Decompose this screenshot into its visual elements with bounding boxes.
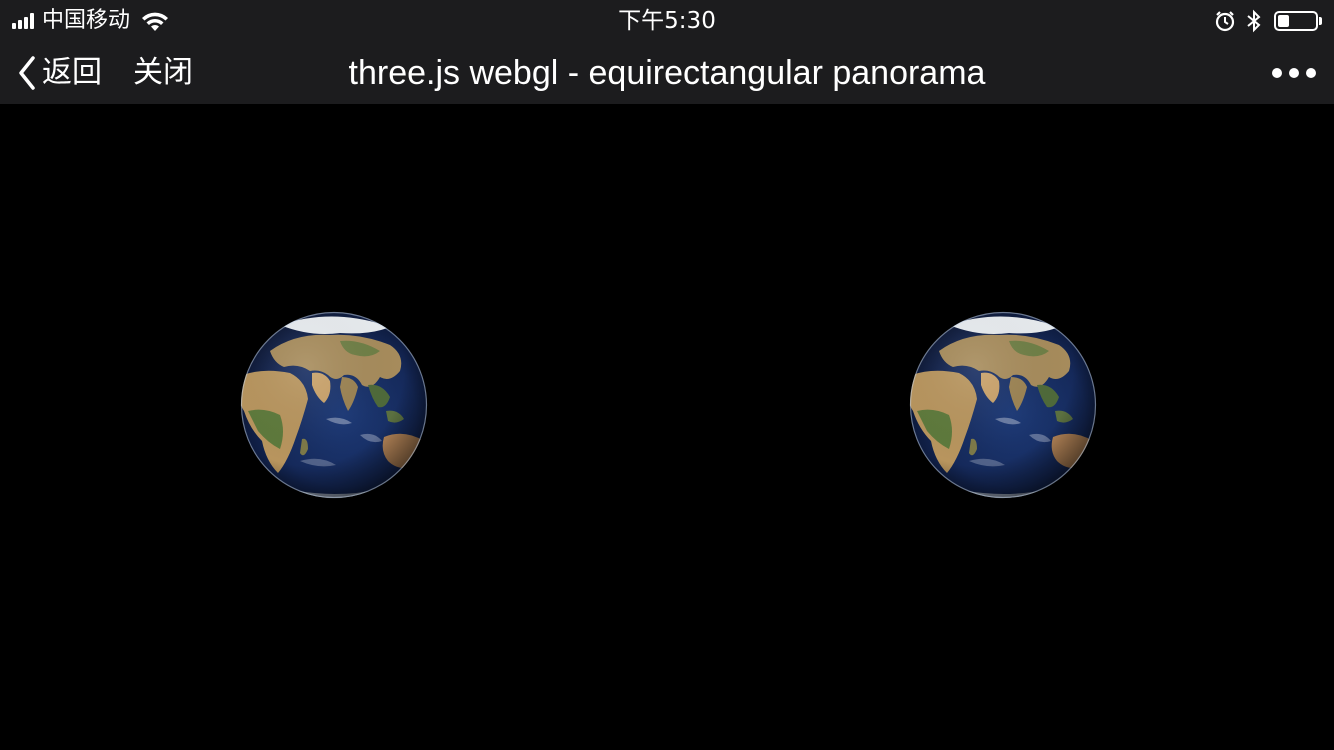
status-right	[1214, 0, 1322, 42]
nav-bar: 返回 关闭 three.js webgl - equirectangular p…	[0, 42, 1334, 104]
carrier-name: 中国移动	[42, 8, 131, 33]
signal-icon	[12, 13, 36, 29]
more-icon-dot	[1306, 68, 1316, 78]
status-time: 下午5:30	[618, 8, 716, 34]
back-button[interactable]: 返回	[18, 42, 102, 104]
status-bar: 中国移动 下午5:30	[0, 0, 1334, 42]
webgl-canvas[interactable]	[0, 104, 1334, 750]
battery-cap	[1319, 17, 1322, 25]
chevron-left-icon	[19, 56, 35, 90]
status-left: 中国移动	[12, 0, 170, 42]
earth-globe-right	[909, 311, 1097, 499]
more-icon	[1272, 68, 1282, 78]
back-label: 返回	[42, 55, 102, 90]
battery-level	[1278, 15, 1289, 27]
earth-globe-left	[240, 311, 428, 499]
more-icon-dot	[1289, 68, 1299, 78]
battery-icon	[1274, 11, 1318, 31]
wifi-icon	[142, 12, 169, 31]
page-title: three.js webgl - equirectangular panoram…	[348, 54, 986, 92]
close-button[interactable]: 关闭	[133, 55, 193, 90]
bluetooth-icon	[1247, 9, 1261, 33]
more-button[interactable]	[1265, 42, 1316, 104]
alarm-icon	[1215, 11, 1235, 32]
